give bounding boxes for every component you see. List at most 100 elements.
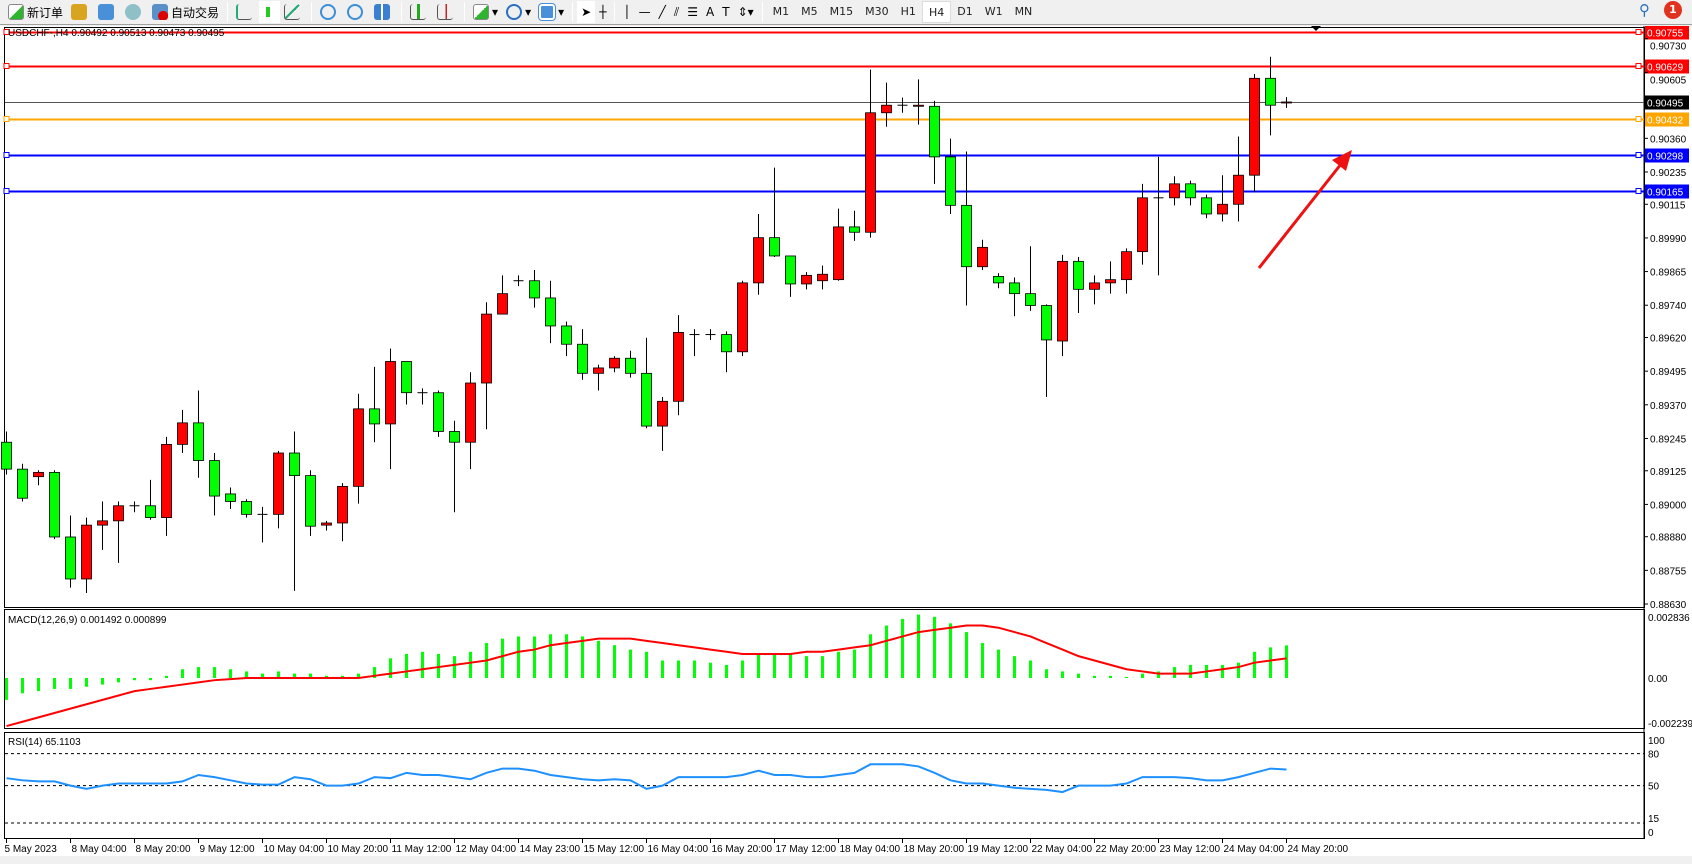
timeframe-d1[interactable]: D1 [957,5,973,18]
macd-histogram-bar [805,656,808,678]
macd-histogram-bar [21,678,24,694]
level-price-label: 0.90755 [1647,29,1684,40]
macd-histogram-bar [1253,651,1256,678]
zoom-out-button[interactable] [343,1,370,23]
macd-histogram-bar [517,636,520,678]
bear-candle [289,452,300,477]
macd-histogram-bar [261,673,264,678]
candlestick-button[interactable] [259,1,281,23]
price-tick-label: 0.89370 [1650,401,1687,412]
chart-shift-marker[interactable] [1311,26,1321,31]
time-label: 9 May 12:00 [200,844,255,855]
price-tick-label: 0.88630 [1650,600,1687,611]
market-watch-button[interactable] [67,1,94,23]
timeframe-h1[interactable]: H1 [900,5,916,18]
timeframe-mn[interactable]: MN [1014,5,1033,18]
timeframe-m30[interactable]: M30 [865,5,889,18]
level-handle[interactable] [3,29,10,35]
macd-histogram-bar [421,651,424,678]
level-handle[interactable] [3,116,10,122]
level-handle[interactable] [1635,188,1642,194]
timeframe-m1[interactable]: M1 [772,5,790,18]
cursor-button[interactable]: ➤ [577,1,596,23]
time-axis [0,839,1692,861]
toolbar: 新订单 自动交易 ▾ ▾ ▾ ➤ ┼ │ — ╱ ⫽ ☰ A T ⇕▾ M1 M5… [0,0,1692,25]
zoom-in-button[interactable] [316,1,343,23]
timeframe-h4[interactable]: H4 [921,1,952,23]
timeframe-w1[interactable]: W1 [984,5,1003,18]
bull-candle [1105,279,1116,284]
price-tick-label: 0.88880 [1650,533,1687,544]
level-handle[interactable] [1635,63,1642,69]
macd-histogram-bar [197,667,200,678]
text-label-button[interactable]: T [718,1,733,23]
line-chart-button[interactable] [280,1,307,23]
arrows-button[interactable]: ⇕▾ [734,1,758,23]
bear-candle [993,276,1004,284]
macd-histogram-bar [1285,645,1288,678]
macd-histogram-bar [101,678,104,685]
macd-histogram-bar [597,640,600,678]
timeframe-m15[interactable]: M15 [829,5,854,18]
level-price-label: 0.90165 [1647,188,1684,199]
vertical-line-icon: │ [623,5,631,19]
timeframe-bar: M1 M5 M15 M30 H1 H4 D1 W1 MN [767,1,1039,23]
search-icon[interactable]: ⚲ [1639,1,1650,19]
bear-candle [305,475,316,527]
macd-histogram-bar [869,634,872,678]
templates-button[interactable]: ▾ [535,1,568,23]
arrow-annotation[interactable] [1257,158,1347,269]
chart-shift-button[interactable] [433,1,460,23]
fibonacci-button[interactable]: ☰ [683,1,702,23]
bar-chart-button[interactable] [232,1,259,23]
level-handle[interactable] [3,188,10,194]
tile-windows-button[interactable] [370,1,397,23]
bear-candle [49,471,60,538]
navigator-button[interactable] [94,1,121,23]
price-tick-label: 0.89125 [1650,467,1687,478]
macd-histogram-bar [933,616,936,678]
macd-histogram-bar [981,643,984,678]
bear-candle [1009,282,1020,295]
level-handle[interactable] [3,152,10,158]
level-handle[interactable] [3,63,10,69]
candlestick-icon [263,4,274,20]
indicators-button[interactable]: ▾ [469,1,502,23]
trendline-button[interactable]: ╱ [655,1,670,23]
signals-button[interactable] [121,1,148,23]
notification-badge[interactable]: 1 [1664,1,1682,19]
bull-candle [1281,101,1292,104]
macd-tick-label: 0.00 [1648,674,1668,685]
level-handle[interactable] [1635,29,1642,35]
chart-canvas[interactable]: 0.90755 0.90629 0.90495 0.90432 0.90298 0.901… [0,25,1692,861]
level-price-label: 0.90298 [1647,152,1684,163]
level-handle[interactable] [1635,116,1642,122]
horizontal-line-button[interactable]: — [635,1,655,23]
vertical-line-button[interactable]: │ [619,1,634,23]
periods-button[interactable]: ▾ [502,1,535,23]
zoom-out-icon [347,4,364,20]
equidistant-channel-button[interactable]: ⫽ [670,1,683,23]
time-label: 24 May 20:00 [1288,844,1349,855]
macd-histogram-bar [1189,664,1192,678]
macd-histogram-bar [277,671,280,678]
macd-histogram-bar [853,649,856,678]
auto-scroll-button[interactable] [406,1,433,23]
level-price-badge [1645,95,1689,110]
auto-trading-button[interactable]: 自动交易 [148,1,223,23]
crosshair-button[interactable]: ┼ [595,1,610,23]
macd-histogram-bar [389,658,392,678]
macd-histogram-bar [341,675,344,678]
separator [572,2,574,22]
new-order-button[interactable]: 新订单 [4,1,67,23]
text-button[interactable]: A [702,1,718,23]
chart-window[interactable]: 0.90755 0.90629 0.90495 0.90432 0.90298 0.901… [0,25,1692,861]
macd-histogram-bar [133,678,136,681]
time-label: 24 May 04:00 [1224,844,1285,855]
rsi-tick-label: 80 [1648,750,1660,761]
bull-candle [1217,203,1228,215]
new-order-icon [8,4,24,20]
timeframe-m5[interactable]: M5 [801,5,818,18]
level-handle[interactable] [1635,152,1642,158]
time-label: 16 May 20:00 [712,844,773,855]
